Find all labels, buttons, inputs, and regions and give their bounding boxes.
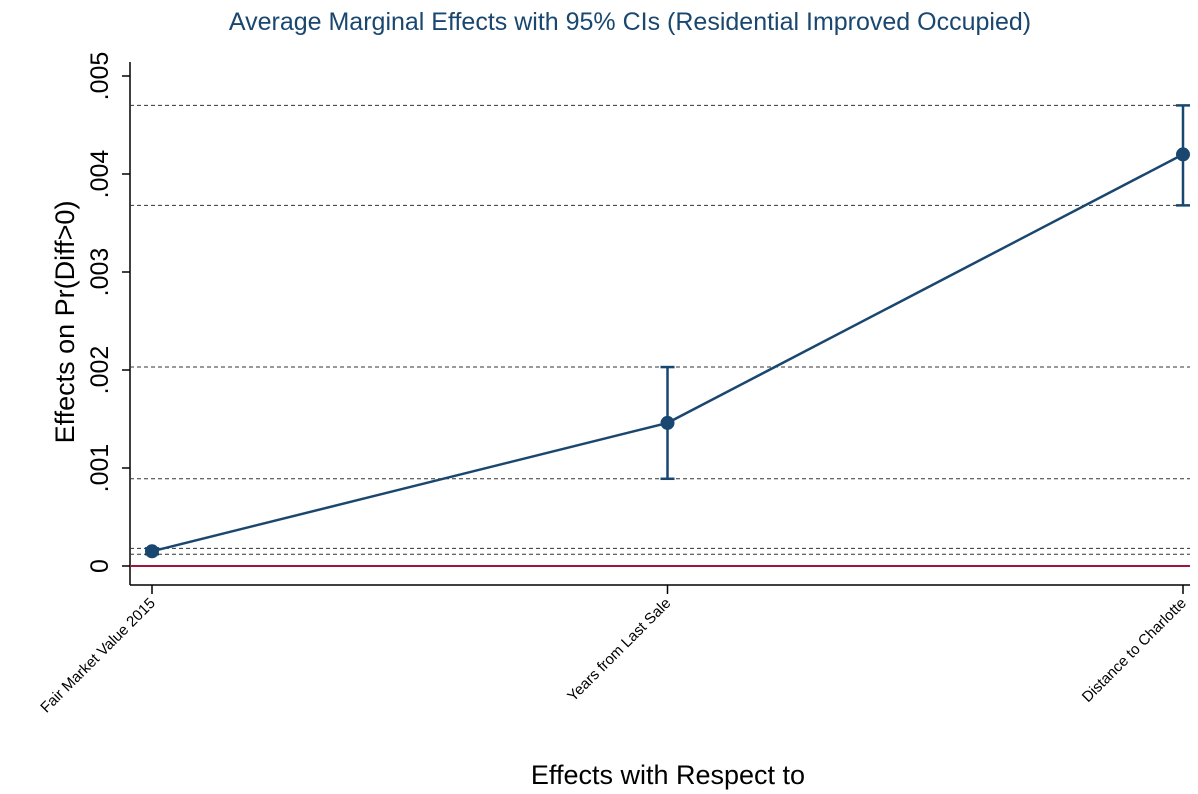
y-tick-label: .003 — [86, 248, 114, 297]
series-line — [151, 153, 1184, 553]
x-tick-label: Years from Last Sale — [564, 595, 674, 705]
data-point — [660, 415, 675, 430]
x-tick-label: Distance to Charlotte — [1079, 595, 1190, 706]
y-axis-title: Effects on Pr(Diff>0) — [50, 201, 80, 444]
data-point — [1176, 147, 1190, 162]
y-tick-label: .004 — [86, 150, 114, 199]
y-tick-label: .001 — [86, 444, 114, 493]
data-point — [145, 544, 159, 559]
y-tick-label: .005 — [86, 52, 114, 101]
x-tick-label: Fair Market Value 2015 — [37, 595, 158, 716]
y-tick-label: .002 — [86, 346, 114, 395]
chart-title: Average Marginal Effects with 95% CIs (R… — [229, 8, 1031, 36]
y-tick-label: 0 — [86, 559, 114, 573]
x-axis-title: Effects with Respect to — [531, 760, 805, 790]
